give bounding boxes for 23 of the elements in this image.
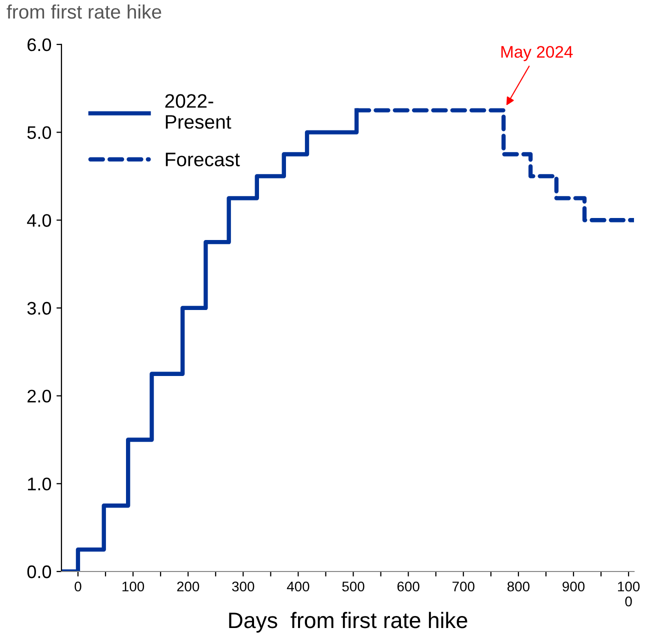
y-tick-label: 1.0 xyxy=(28,478,52,490)
x-tick-label: 100 xyxy=(122,582,144,592)
x-axis-title: Days from first rate hike xyxy=(229,612,468,633)
x-tick-label: 500 xyxy=(342,582,364,592)
x-tick-label: 300 xyxy=(232,582,254,592)
y-tick-label: 2.0 xyxy=(28,390,52,403)
x-tick-label: 700 xyxy=(452,582,474,592)
chart-title: from first rate hike xyxy=(6,4,162,19)
x-tick-label: 100 0 xyxy=(618,582,640,606)
y-tick-label: 3.0 xyxy=(27,302,52,315)
y-tick-label: 5.0 xyxy=(27,126,52,140)
y-tick-label: 4.0 xyxy=(27,214,52,227)
annotation: May 2024 xyxy=(501,46,573,62)
x-tick-label: 400 xyxy=(286,582,310,592)
x-tick-label: 200 xyxy=(177,582,200,592)
legend-label: 2022- Present xyxy=(165,94,232,129)
x-tick-label: 800 xyxy=(507,582,530,592)
y-tick-label: 0.0 xyxy=(27,565,52,578)
x-tick-label: 600 xyxy=(397,582,420,592)
x-tick-label: 0 xyxy=(74,582,82,592)
legend-label: Forecast xyxy=(166,152,240,166)
y-tick-label: 6.0 xyxy=(28,38,52,52)
x-tick-label: 900 xyxy=(562,582,585,592)
